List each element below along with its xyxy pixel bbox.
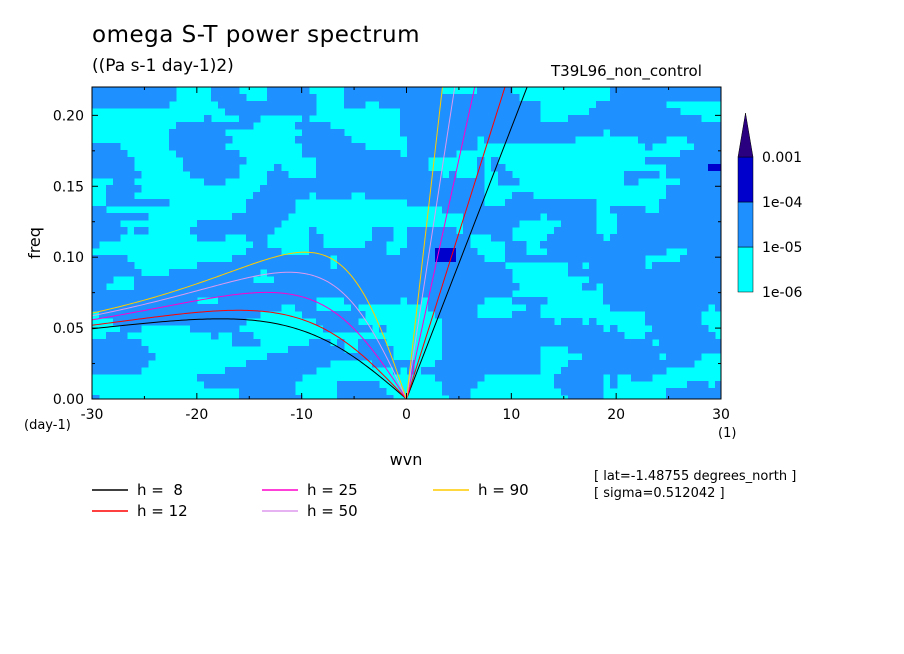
legend-label: h = 8	[137, 481, 183, 499]
colorbar-segment	[737, 246, 754, 293]
x-tick-label: 0	[402, 407, 411, 423]
latitude-note: [ lat=-1.48755 degrees_north ]	[594, 469, 797, 484]
colorbar-label: 1e-05	[762, 240, 802, 256]
x-tick-label: -30	[81, 407, 104, 423]
rossby-curve-h25	[92, 291, 407, 399]
colorbar: 1e-06 1e-05 1e-04 0.001	[737, 112, 802, 301]
rossby-curve-h50	[92, 271, 407, 399]
dispersion-curves	[92, 87, 528, 399]
legend-label: h = 90	[478, 481, 529, 499]
y-tick-label: 0.15	[53, 179, 84, 195]
y-unit-label: (day-1)	[24, 418, 71, 433]
y-tick-label: 0.20	[53, 108, 84, 124]
run-name: T39L96_non_control	[551, 62, 702, 80]
kelvin-curve-h12	[406, 87, 506, 399]
x-tick-label: 30	[712, 407, 730, 423]
heatmap-field	[92, 87, 721, 399]
chart-title: omega S-T power spectrum	[92, 22, 421, 48]
x-tick-label: -10	[290, 407, 313, 423]
kelvin-curve-h90	[406, 87, 443, 399]
x-tick-label: 10	[502, 407, 520, 423]
x-axis-label: wvn	[390, 450, 423, 469]
y-tick-label: 0.05	[53, 321, 84, 337]
legend-label: h = 50	[307, 502, 358, 520]
y-tick-label: 0.10	[53, 250, 84, 266]
rossby-curve-h8	[92, 318, 407, 399]
colorbar-label: 1e-06	[762, 285, 802, 301]
rossby-curve-h12	[92, 309, 407, 399]
axes: -30 -20 -10 0 10 20 30 0.00 0.05 0.10 0.15 0.20	[53, 87, 730, 423]
colorbar-extend-arrow	[737, 112, 754, 158]
colorbar-label: 0.001	[762, 150, 802, 166]
colorbar-label: 1e-04	[762, 195, 802, 211]
rossby-curve-h90	[92, 251, 407, 399]
colorbar-segment	[737, 201, 754, 248]
kelvin-curve-h25	[406, 87, 476, 399]
kelvin-curve-h8	[406, 87, 528, 399]
x-tick-label: -20	[185, 407, 208, 423]
x-tick-label: 20	[607, 407, 625, 423]
colorbar-segment	[737, 156, 754, 203]
chart-units: ((Pa s-1 day-1)2)	[92, 56, 234, 76]
x-unit-label: (1)	[718, 426, 736, 441]
legend-label: h = 12	[137, 502, 188, 520]
legend: h = 8 h = 12 h = 25 h = 50 h = 90	[92, 481, 529, 520]
kelvin-curve-h50	[406, 87, 456, 399]
y-tick-label: 0.00	[53, 392, 84, 408]
y-axis-label: freq	[25, 227, 44, 259]
sigma-note: [ sigma=0.512042 ]	[594, 486, 725, 501]
legend-label: h = 25	[307, 481, 358, 499]
